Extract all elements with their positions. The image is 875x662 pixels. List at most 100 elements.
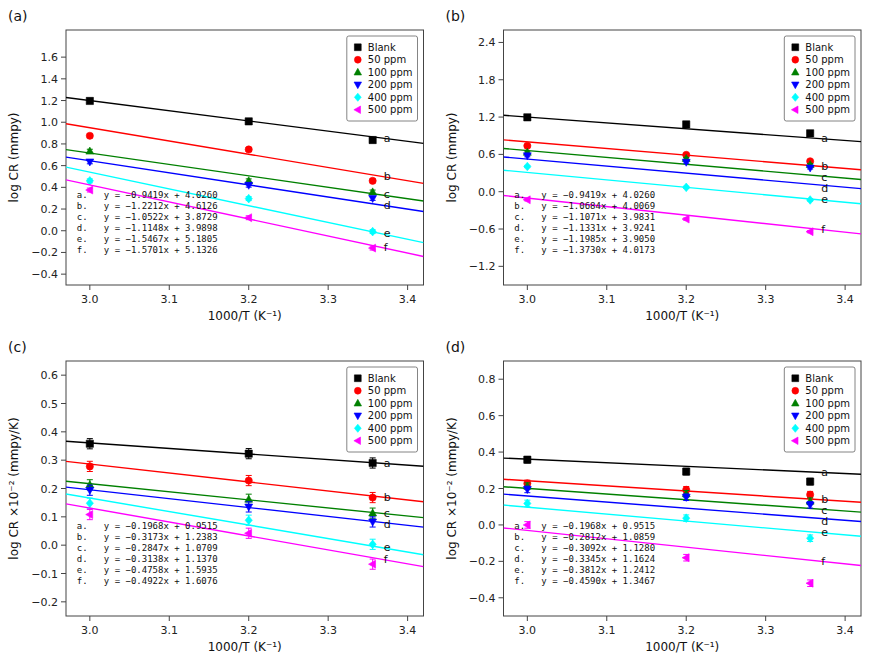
legend-label: 500 ppm [368, 435, 413, 446]
y-tick [499, 229, 504, 230]
x-tick-label: 3.2 [240, 293, 258, 306]
x-tick-label: 3.4 [836, 624, 854, 637]
legend-marker [792, 44, 799, 51]
x-tick-label: 3.1 [598, 624, 616, 637]
y-tick-label: −0.4 [469, 592, 496, 605]
panel: 3.03.13.23.33.4−0.4−0.20.00.20.40.60.810… [445, 339, 862, 654]
error-bar-cap [370, 457, 376, 458]
panel-title: (c) [8, 339, 27, 355]
y-tick [499, 561, 504, 562]
error-bar-cap [370, 492, 376, 493]
x-tick-label: 3.0 [81, 293, 99, 306]
x-tick [686, 285, 687, 290]
line-label: e [821, 526, 828, 539]
y-tick-label: 1.6 [41, 51, 59, 64]
equation: e. y = −1.1985x + 3.9050 [514, 234, 655, 244]
y-tick [61, 230, 66, 231]
legend-marker [792, 387, 799, 394]
fit-line [504, 170, 862, 204]
equation: f. y = −1.3730x + 4.0173 [514, 245, 655, 255]
data-point [524, 162, 531, 171]
x-tick [845, 616, 846, 621]
legend-label: 400 ppm [368, 423, 413, 434]
line-label: a [384, 457, 391, 470]
fit-line [66, 124, 424, 184]
y-tick-label: 0.8 [478, 373, 496, 386]
x-tick-label: 3.1 [598, 293, 616, 306]
plot-frame [66, 361, 424, 616]
y-tick-label: −1.2 [469, 260, 496, 273]
fit-line [504, 528, 862, 566]
y-tick [499, 191, 504, 192]
y-tick-label: 2.4 [478, 36, 496, 49]
y-tick [61, 460, 66, 461]
y-tick [61, 403, 66, 404]
y-tick-label: 0.5 [41, 398, 59, 411]
panel: 3.03.13.23.33.4−1.2−0.60.00.61.21.82.410… [445, 8, 862, 323]
plot-data [66, 439, 424, 570]
y-tick [499, 488, 504, 489]
error-bar [370, 539, 376, 549]
y-tick-label: 1.2 [41, 95, 59, 108]
line-label: b [384, 170, 391, 183]
x-tick [248, 285, 249, 290]
error-bar-cap [87, 438, 93, 439]
x-axis-label: 1000/T (K⁻¹) [645, 309, 719, 323]
equation: c. y = −1.0522x + 3.8729 [77, 212, 218, 222]
equation: a. y = −0.9419x + 4.0260 [77, 190, 218, 200]
y-tick-label: 0.2 [41, 203, 59, 216]
y-tick-label: −0.2 [31, 596, 58, 609]
legend-marker [354, 413, 361, 420]
data-point [86, 132, 93, 139]
y-tick-label: 0.4 [41, 181, 59, 194]
data-point [369, 560, 376, 568]
fit-line [504, 157, 862, 189]
x-tick [527, 285, 528, 290]
plot-frame [504, 361, 862, 616]
y-tick-label: −0.1 [31, 568, 58, 581]
y-tick-label: −0.4 [31, 268, 58, 281]
x-tick-label: 3.4 [399, 293, 417, 306]
legend-marker [354, 387, 361, 394]
x-tick [606, 616, 607, 621]
legend-marker [792, 56, 799, 63]
y-tick [499, 452, 504, 453]
x-tick [765, 285, 766, 290]
legend-label: 500 ppm [368, 104, 413, 115]
y-tick-label: 0.4 [41, 426, 59, 439]
figure: 3.03.13.23.33.4−0.4−0.20.00.20.40.60.81.… [0, 0, 875, 662]
legend-marker [354, 44, 361, 51]
y-tick-label: 1.0 [41, 116, 59, 129]
line-label: e [384, 227, 391, 240]
fit-line [504, 494, 862, 521]
legend-label: 200 ppm [805, 79, 850, 90]
y-tick [61, 165, 66, 166]
panel: 3.03.13.23.33.4−0.2−0.10.00.10.20.30.40.… [7, 339, 424, 654]
y-tick-label: 1.2 [478, 111, 496, 124]
fit-line [504, 458, 862, 474]
x-tick-label: 3.2 [240, 624, 258, 637]
legend-label: 50 ppm [368, 54, 406, 65]
y-tick-label: 0.0 [478, 519, 496, 532]
fit-line [66, 481, 424, 517]
error-bar [370, 492, 376, 502]
y-tick-label: 0.0 [41, 539, 59, 552]
legend-marker [792, 93, 799, 101]
y-tick [499, 154, 504, 155]
y-tick-label: 0.2 [41, 483, 59, 496]
equation: b. y = −0.2812x + 1.0859 [514, 532, 655, 542]
error-bar [683, 494, 689, 501]
y-tick [61, 573, 66, 574]
panel-title: (a) [8, 8, 28, 24]
data-point [682, 215, 689, 223]
panel-title: (b) [446, 8, 466, 24]
x-tick-label: 3.4 [399, 624, 417, 637]
x-tick [845, 285, 846, 290]
legend-label: 100 ppm [805, 398, 850, 409]
y-tick [61, 601, 66, 602]
legend-label: 500 ppm [805, 435, 850, 446]
legend-marker [792, 375, 799, 382]
data-point [245, 194, 252, 203]
data-point [86, 499, 93, 508]
equation: f. y = −1.5701x + 5.1326 [77, 245, 218, 255]
